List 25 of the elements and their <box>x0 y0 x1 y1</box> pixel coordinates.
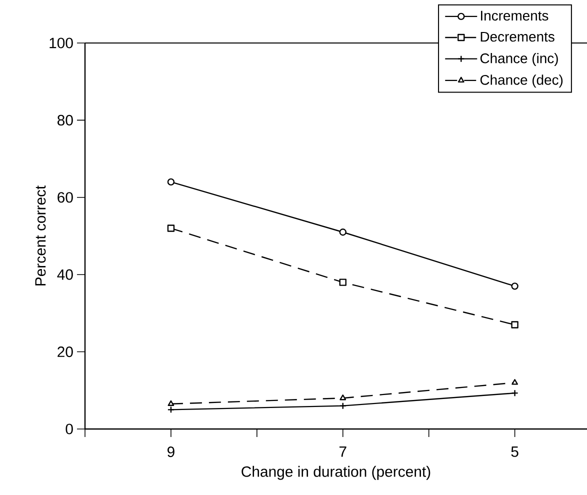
point <box>339 278 346 286</box>
point <box>512 379 518 385</box>
point <box>339 228 346 236</box>
point <box>511 321 518 328</box>
point <box>339 402 346 410</box>
point <box>340 394 346 400</box>
legend-label: Decrements <box>480 32 554 42</box>
x-tick-label: 5 <box>511 446 518 457</box>
y-tick-label: 40 <box>57 269 73 280</box>
y-tick-label: 80 <box>58 114 73 126</box>
y-axis-title: Percent correct <box>35 185 46 286</box>
y-tick-label: 60 <box>58 192 73 203</box>
point <box>168 400 174 406</box>
point <box>167 178 175 186</box>
legend-label: Chance (inc) <box>480 53 558 66</box>
y-tick-label: 0 <box>66 424 73 434</box>
y-tick-label: 100 <box>50 38 73 48</box>
x-tick-label: 9 <box>168 446 174 458</box>
legend-label: Chance (dec) <box>480 74 563 88</box>
y-tick-label: 20 <box>58 346 73 358</box>
x-tick-label: 7 <box>339 446 346 457</box>
legend-label: Increments <box>481 10 548 21</box>
point <box>167 224 175 232</box>
point <box>511 282 518 290</box>
x-axis-title: Change in duration (percent) <box>242 466 430 480</box>
